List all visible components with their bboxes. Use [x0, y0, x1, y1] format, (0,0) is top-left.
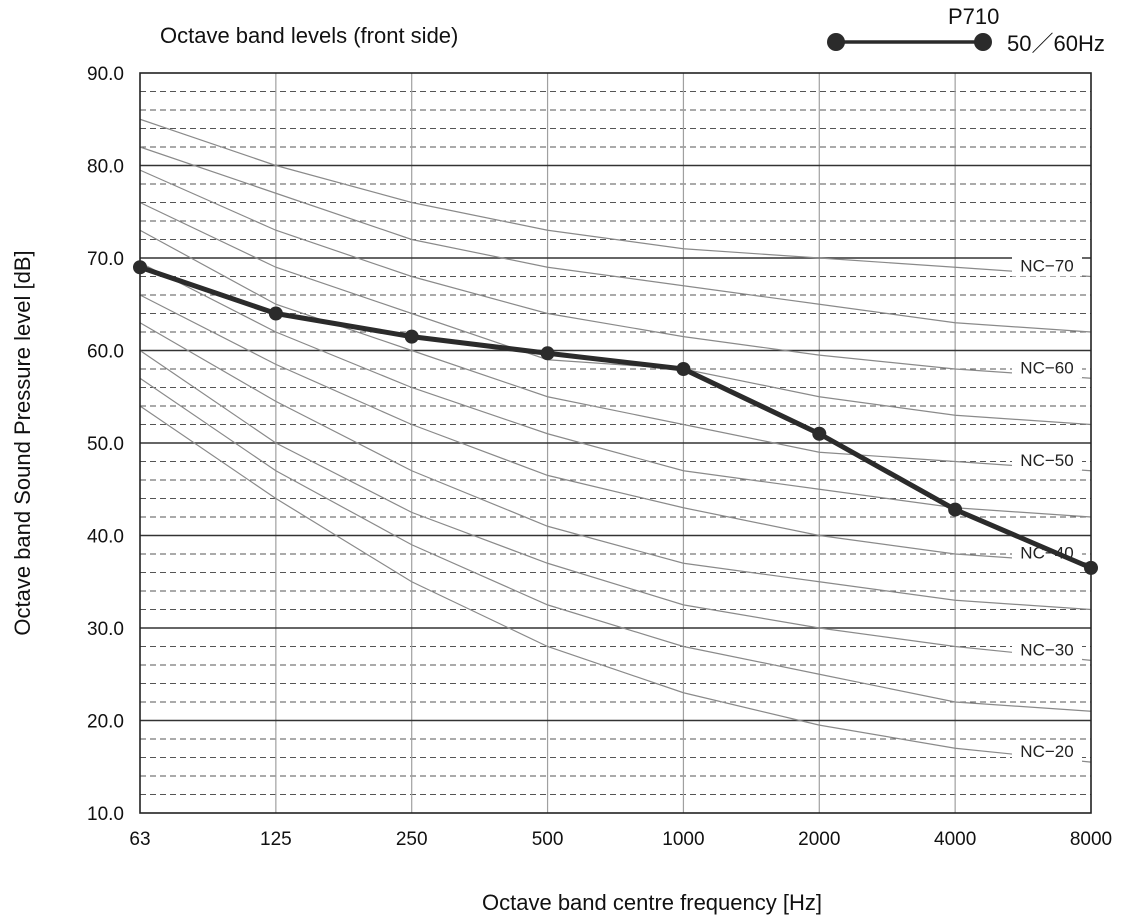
series-point — [404, 329, 419, 344]
legend-series-label: P710 — [948, 4, 999, 29]
nc-curve-label: NC−50 — [1020, 451, 1073, 470]
x-tick-label: 500 — [532, 829, 564, 850]
y-tick-label: 70.0 — [87, 249, 124, 270]
nc-curve-label: NC−30 — [1020, 640, 1073, 659]
series-point — [540, 346, 555, 361]
nc-curve — [139, 377, 1092, 712]
series-point — [812, 426, 827, 441]
y-tick-label: 60.0 — [87, 342, 124, 363]
x-tick-label: 8000 — [1070, 829, 1112, 850]
series-line — [139, 264, 1092, 571]
y-tick-label: 50.0 — [87, 434, 124, 455]
x-tick-label: 2000 — [798, 829, 840, 850]
nc-curve — [139, 294, 1092, 564]
plot-frame — [139, 72, 1092, 814]
nc-curve-label: NC−70 — [1020, 257, 1073, 276]
nc-curve-label: NC−60 — [1020, 358, 1073, 377]
chart-title: Octave band levels (front side) — [160, 23, 458, 48]
y-tick-label: 10.0 — [87, 804, 124, 825]
nc-curve-label: NC−40 — [1020, 543, 1073, 562]
nc-curve — [139, 169, 1092, 379]
nc-curve — [139, 350, 1092, 661]
x-axis-label: Octave band centre frequency [Hz] — [482, 890, 822, 915]
x-tick-label: 250 — [396, 829, 428, 850]
legend-marker-end — [974, 33, 992, 51]
nc-curve — [139, 262, 1092, 518]
nc-label-background — [1012, 254, 1082, 277]
x-tick-label: 4000 — [934, 829, 976, 850]
nc-curve — [139, 229, 1092, 472]
series-point — [268, 306, 283, 321]
series-point — [948, 502, 963, 517]
y-tick-label: 40.0 — [87, 527, 124, 548]
nc-label-background — [1012, 448, 1082, 471]
nc-curve-label: NC−20 — [1020, 742, 1073, 761]
series-point — [1084, 560, 1098, 575]
y-tick-label: 20.0 — [87, 712, 124, 733]
y-tick-label: 30.0 — [87, 619, 124, 640]
legend-marker-start — [827, 33, 845, 51]
series-point — [676, 362, 691, 376]
nc-curve — [139, 118, 1092, 278]
nc-curve — [139, 201, 1092, 426]
nc-curve — [139, 322, 1092, 611]
x-tick-label: 125 — [260, 829, 292, 850]
plot-area: NC−70 NC−60 NC−50 NC−40 NC−30 NC−20 10.0 20.0 30… — [87, 33, 1112, 850]
nc-label-background — [1012, 356, 1082, 379]
nc-label-background — [1012, 740, 1082, 763]
y-axis-label: Octave band Sound Pressure level [dB] — [10, 250, 35, 635]
y-tick-label: 80.0 — [87, 157, 124, 178]
nc-curve — [139, 405, 1092, 763]
x-tick-label: 63 — [129, 829, 150, 850]
series-point — [133, 260, 147, 275]
nc-curve — [139, 146, 1092, 333]
y-tick-label: 90.0 — [87, 64, 124, 85]
x-tick-label: 1000 — [662, 829, 704, 850]
nc-label-background — [1012, 638, 1082, 661]
legend-condition-label: 50／60Hz — [1007, 31, 1105, 56]
